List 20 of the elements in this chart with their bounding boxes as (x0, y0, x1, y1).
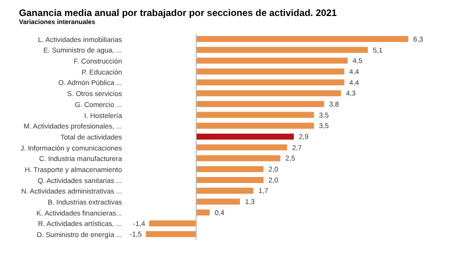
bar (196, 198, 240, 205)
bar (196, 176, 264, 183)
bar (196, 46, 368, 53)
bar (196, 134, 294, 140)
bar (196, 209, 210, 216)
bar (146, 231, 196, 238)
bar (196, 155, 280, 162)
bar (196, 188, 254, 194)
bar (149, 220, 196, 226)
bar (196, 58, 348, 64)
bar (196, 166, 264, 172)
bar (196, 101, 324, 108)
bar (196, 122, 314, 129)
chart-title: Ganancia media anual por trabajador por secciones de actividad. 2021 (19, 8, 338, 19)
bar (196, 90, 341, 96)
bar (196, 36, 408, 42)
bar (196, 144, 288, 150)
bar (196, 112, 314, 118)
bar (196, 79, 344, 86)
bar (196, 68, 344, 75)
